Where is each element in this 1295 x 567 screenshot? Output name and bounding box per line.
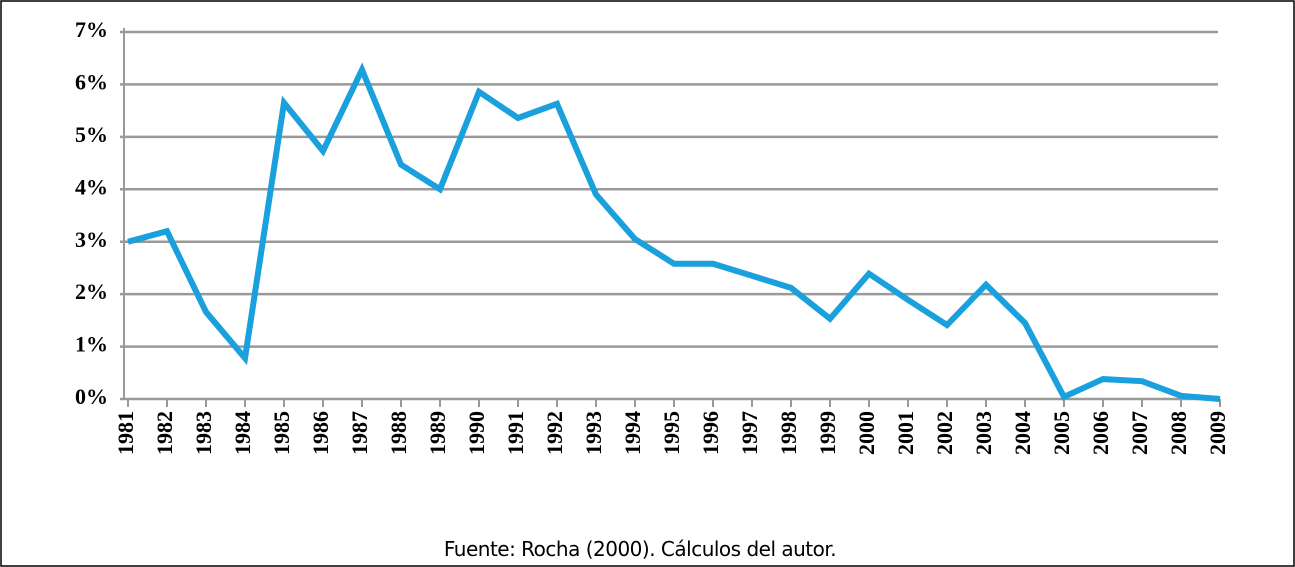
x-tick-label: 1992 [542, 411, 567, 455]
x-tick-label: 2002 [932, 411, 957, 455]
y-tick-label: 7% [75, 17, 108, 42]
x-tick-label: 1987 [347, 411, 372, 455]
x-tick-label: 1991 [503, 411, 528, 455]
y-tick-label: 4% [75, 174, 108, 199]
x-tick-label: 1998 [776, 411, 801, 455]
x-tick-label: 1997 [737, 411, 762, 455]
x-tick-label: 2008 [1166, 411, 1191, 455]
x-tick-label: 1988 [386, 411, 411, 455]
x-tick-label: 1994 [620, 411, 645, 455]
y-tick-label: 2% [75, 279, 108, 304]
x-tick-label: 2001 [893, 411, 918, 455]
x-tick-label: 2004 [1010, 411, 1035, 455]
x-tick-label: 2003 [971, 411, 996, 455]
x-tick-label: 2000 [854, 411, 879, 455]
x-tick-label: 1996 [698, 411, 723, 455]
x-tick-label: 1986 [308, 411, 333, 455]
y-tick-label: 0% [75, 384, 108, 409]
x-tick-label: 2005 [1049, 411, 1074, 455]
x-tick-label: 1985 [269, 411, 294, 455]
x-tick-label: 2009 [1205, 411, 1230, 455]
x-tick-label: 1990 [464, 411, 489, 455]
y-tick-label: 3% [75, 227, 108, 252]
x-tick-label: 1983 [191, 411, 216, 455]
x-tick-label: 2006 [1088, 411, 1113, 455]
x-tick-label: 1993 [581, 411, 606, 455]
y-tick-label: 1% [75, 332, 108, 357]
x-tick-label: 2007 [1127, 411, 1152, 455]
x-tick-label: 1981 [113, 411, 138, 455]
data-line [127, 62, 1221, 402]
x-tick-label: 1995 [659, 411, 684, 455]
source-note: Fuente: Rocha (2000). Cálculos del autor… [444, 537, 836, 561]
x-tick-label: 1984 [230, 411, 255, 455]
y-tick-label: 6% [75, 69, 108, 94]
x-tick-label: 1982 [152, 411, 177, 455]
x-tick-label: 1989 [425, 411, 450, 455]
x-tick-label: 1999 [815, 411, 840, 455]
y-tick-label: 5% [75, 122, 108, 147]
